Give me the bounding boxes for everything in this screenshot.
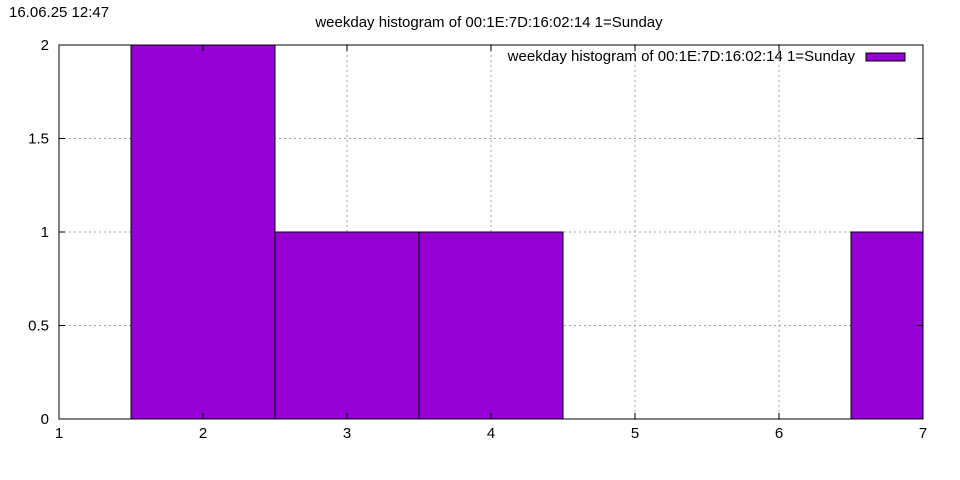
timestamp: 16.06.25 12:47: [9, 4, 110, 21]
histogram-bar: [850, 231, 924, 420]
histogram-bar: [418, 231, 564, 420]
x-tick-label: 4: [487, 425, 495, 442]
y-tick-label: 2: [41, 37, 49, 54]
chart-title: weekday histogram of 00:1E:7D:16:02:14 1…: [314, 14, 663, 31]
axis-ticks: 1 2 3 4 5 6 7 0 0.5 1 1.5 2: [28, 37, 927, 442]
y-tick-label: 1.5: [28, 131, 49, 148]
legend-swatch: [865, 52, 906, 62]
x-tick-label: 1: [55, 425, 63, 442]
x-tick-label: 2: [199, 425, 207, 442]
y-tick-label: 0: [41, 411, 49, 428]
histogram-bars: [130, 44, 924, 420]
x-tick-label: 5: [631, 425, 639, 442]
x-tick-label: 3: [343, 425, 351, 442]
legend-label: weekday histogram of 00:1E:7D:16:02:14 1…: [507, 48, 856, 65]
histogram-bar: [130, 44, 276, 420]
histogram-bar: [274, 231, 420, 420]
y-tick-label: 1: [41, 224, 49, 241]
legend: weekday histogram of 00:1E:7D:16:02:14 1…: [507, 48, 906, 65]
x-tick-label: 6: [775, 425, 783, 442]
y-tick-label: 0.5: [28, 318, 49, 335]
x-tick-label: 7: [919, 425, 927, 442]
